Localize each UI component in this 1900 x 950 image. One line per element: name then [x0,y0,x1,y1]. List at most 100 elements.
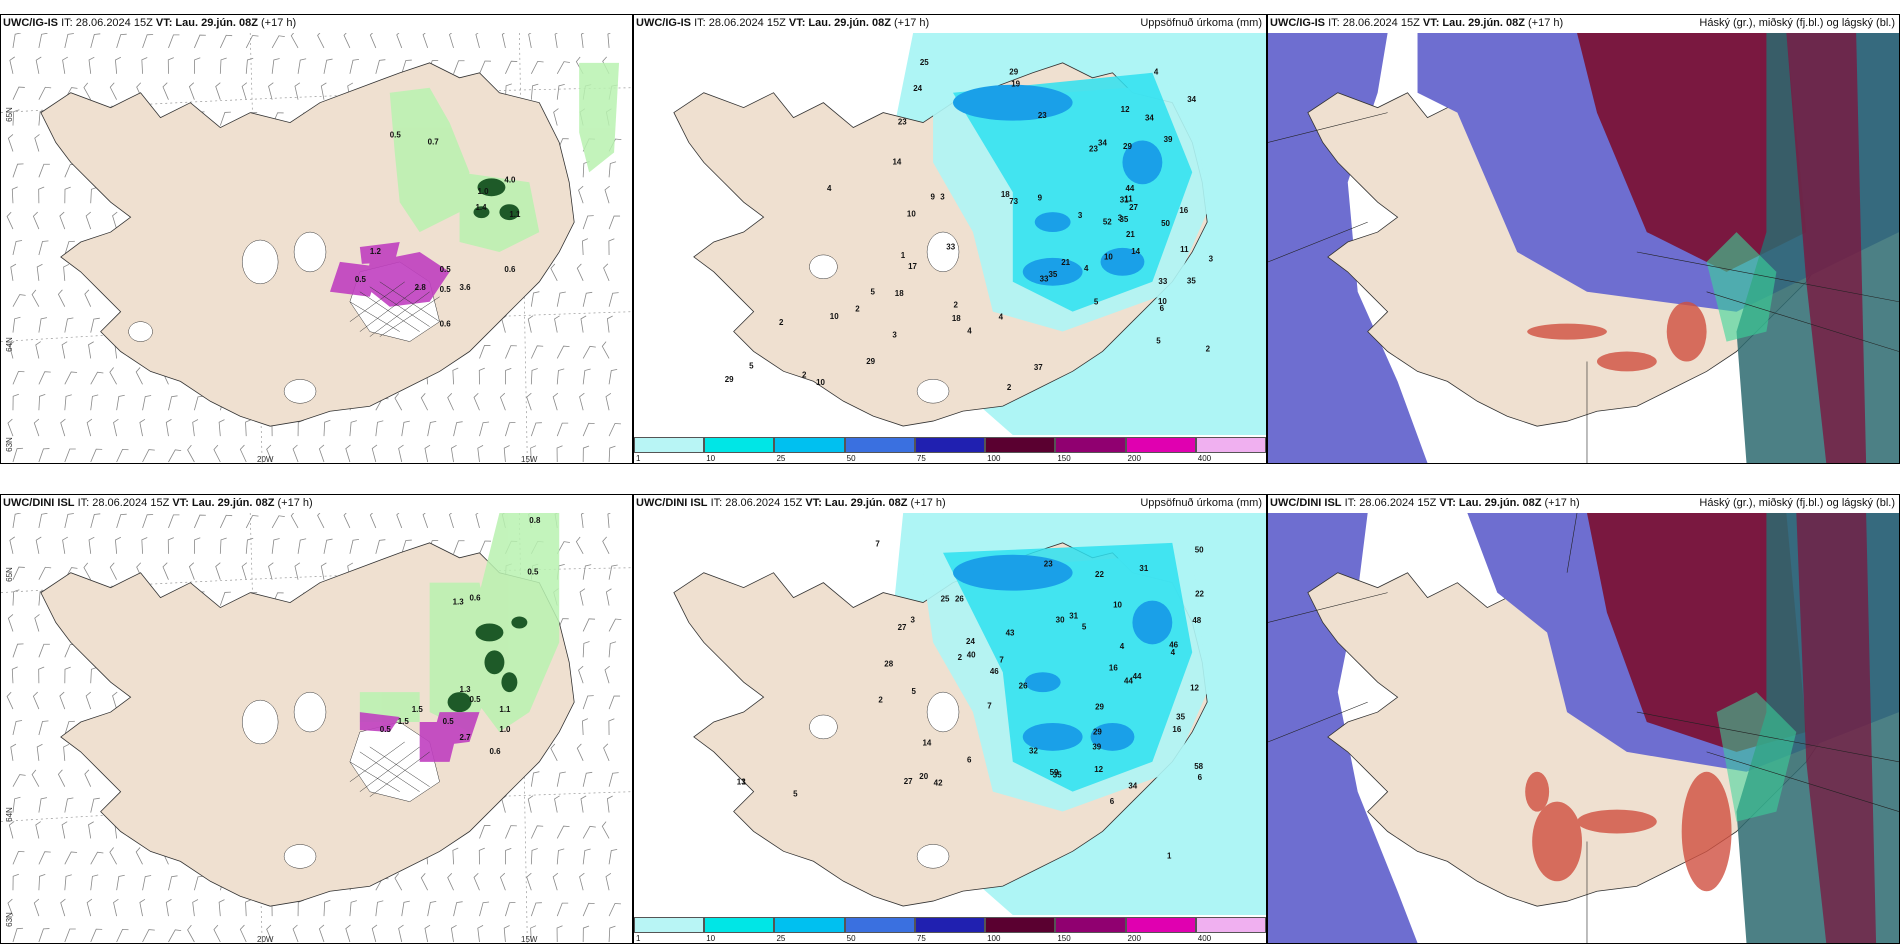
precip-value-label: 35 [1048,270,1057,279]
colorbar-segment [985,917,1056,933]
precip-map: 24 29 23 14 12 11 9 18 19 39 31 34 35 14 33 50 73 9 18 10 10… [634,33,1266,435]
colorbar: 1 10 25 50 75 100 150 200 400 [634,435,1266,463]
panel-cloud-top: UWC/IG-IS IT: 28.06.2024 15Z VT: Lau. 29… [1267,14,1900,464]
value-label: 0.5 [440,265,452,274]
precip-value-label: 52 [1103,218,1112,227]
value-label: 0.6 [470,594,482,603]
cloud-maroon [1586,513,1807,752]
cloud-maroon [1786,33,1867,463]
precip-value-label: 23 [1089,145,1098,154]
precip-value-label: 2 [802,370,807,379]
cloud-map-svg [1268,513,1899,943]
value-label: 0.6 [440,320,452,329]
panel-subtitle: Uppsöfnuð úrkoma (mm) [1140,17,1262,29]
precip-value-label: 23 [898,117,907,126]
colorbar-label: 10 [706,934,716,943]
value-label: 1.0 [477,187,489,196]
colorbar-segment [914,917,986,933]
value-label: 0.5 [380,725,392,734]
precip-value-label: 22 [1195,590,1204,599]
precip-value-label: 29 [1123,142,1132,151]
precip-value-label: 35 [1119,215,1128,224]
precip-map: 25 35 31 50 35 32 23 42 39 44 27 34 44 43 28 16 29 20 48 24… [634,513,1266,915]
precip-value-label: 33 [1040,275,1049,284]
colorbar-segment [1125,917,1196,933]
precip-value-label: 5 [870,287,875,296]
value-label: 1.2 [370,247,382,256]
precip-value-label: 13 [737,777,746,786]
value-label: 0.5 [470,695,482,704]
precip-value-label: 7 [999,656,1004,665]
colorbar-label: 150 [1057,934,1071,943]
wind-map: 0.5 0.7 1.0 1.4 1.2 4.0 0.5 1.1 0.5 2.8 … [1,33,632,463]
colorbar-segment [844,437,915,453]
value-label: 0.7 [428,137,440,146]
precip-value-label: 28 [884,660,893,669]
precip-value-label: 10 [907,210,916,219]
cloud-low-red [1525,771,1732,892]
precip-value-label: 6 [1110,797,1115,806]
precip-value-label: 31 [1069,611,1078,620]
precip-value-label: 34 [1187,95,1196,104]
precip-value-label: 27 [904,777,913,786]
wind-map: 0.8 0.5 1.3 0.6 1.3 0.5 0.5 1.5 0.5 1.1 … [1,513,632,943]
precip-value-label: 10 [1158,297,1167,306]
precip-value-label: 12 [1121,105,1130,114]
precip-value-label: 4 [1120,642,1125,651]
colorbar-segment [774,437,845,453]
precip-magenta [329,242,450,307]
precip-value-label: 73 [1009,197,1018,206]
precip-value-label: 18 [895,289,904,298]
colorbar-label: 400 [1197,454,1212,463]
precip-value-label: 27 [898,623,907,632]
precip-blue [952,554,1173,751]
precip-value-label: 33 [946,243,955,252]
precip-dark [473,178,520,221]
panel-subtitle: Háský (gr.), miðský (fj.bl.) og lágský (… [1699,497,1895,509]
precip-value-label: 2 [953,300,958,309]
precip-value-label: 2 [779,318,784,327]
precip-value-label: 2 [855,305,860,314]
lon-label: 20W [257,455,274,464]
precip-value-label: 29 [866,357,875,366]
precip-value-label: 31 [1139,564,1148,573]
colorbar-label: 25 [776,454,786,463]
colorbar-segment [634,437,705,453]
panel-wind-bottom: UWC/DINI ISL IT: 28.06.2024 15Z VT: Lau.… [0,494,633,944]
precip-value-label: 24 [913,84,922,93]
value-label: 1.1 [499,705,511,714]
precip-value-label: 58 [1194,762,1203,771]
colorbar-label: 1 [636,934,641,943]
precip-blue [952,84,1163,286]
precip-value-label: 5 [1082,622,1087,631]
precip-value-label: 21 [1126,230,1135,239]
colorbar-label: 50 [846,454,856,463]
precip-value-label: 5 [1156,337,1161,346]
colorbar-segment [914,437,986,453]
colorbar-segment [1055,437,1126,453]
precip-value-label: 18 [1001,190,1010,199]
colorbar-segment [1195,437,1266,453]
precip-value-label: 26 [955,594,964,603]
lon-label: 15W [521,455,538,464]
precip-value-label: 3 [940,192,945,201]
precip-value-label: 3 [1118,213,1123,222]
panel-wind-top: UWC/IG-IS IT: 28.06.2024 15Z VT: Lau. 29… [0,14,633,464]
precip-value-label: 7 [987,702,992,711]
panel-title: UWC/DINI ISL IT: 28.06.2024 15Z VT: Lau.… [1270,497,1580,509]
precip-value-label: 26 [1019,682,1028,691]
precip-value-label: 42 [934,778,943,787]
wind-value-labels: 0.5 0.7 1.0 1.4 1.2 4.0 0.5 1.1 0.5 2.8 … [355,131,521,329]
colorbar-segment [704,437,775,453]
graticule [1268,513,1899,943]
cloud-map [1268,33,1899,463]
precip-value-label: 4 [1154,67,1159,76]
precip-magenta [359,712,480,762]
cloud-map [1268,513,1899,943]
wind-map-svg: 0.5 0.7 1.0 1.4 1.2 4.0 0.5 1.1 0.5 2.8 … [1,33,632,463]
lat-label: 64N [4,807,14,822]
precip-value-label: 59 [1050,768,1059,777]
precip-value-label: 16 [1109,664,1118,673]
precip-value-label: 35 [1187,276,1196,285]
